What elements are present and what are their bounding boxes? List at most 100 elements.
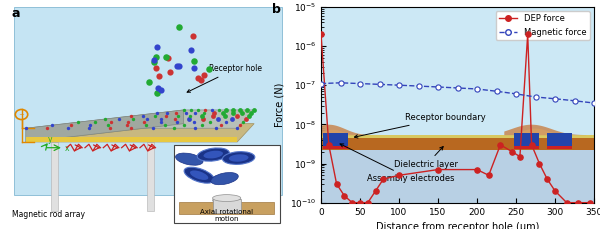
Point <box>189 120 199 124</box>
Point <box>173 114 183 118</box>
Point <box>179 108 188 112</box>
Text: Assembly electrodes: Assembly electrodes <box>340 144 454 183</box>
Point <box>211 126 221 130</box>
Point <box>496 143 505 147</box>
Point <box>42 126 52 130</box>
Point <box>244 114 253 118</box>
Point <box>232 126 242 130</box>
Point <box>179 123 188 127</box>
Point <box>324 143 334 147</box>
Ellipse shape <box>229 154 248 162</box>
Point <box>181 111 190 115</box>
Point <box>363 201 373 204</box>
Point <box>228 111 238 115</box>
Ellipse shape <box>212 196 241 204</box>
Point <box>242 108 252 112</box>
Ellipse shape <box>197 148 229 161</box>
Point <box>156 88 166 91</box>
Point <box>550 189 560 193</box>
Y-axis label: Force (N): Force (N) <box>274 83 284 127</box>
Point <box>123 120 133 124</box>
Point <box>511 92 521 96</box>
Point <box>214 108 224 112</box>
Point <box>66 123 76 127</box>
Point <box>227 117 236 121</box>
Point <box>394 173 404 177</box>
Point <box>562 201 572 204</box>
Point <box>152 111 162 115</box>
Point <box>106 120 116 124</box>
Point <box>90 120 100 124</box>
Point <box>153 86 163 90</box>
Point <box>238 120 248 124</box>
Point <box>190 60 199 63</box>
Point <box>237 111 247 115</box>
Point <box>213 117 223 121</box>
Point <box>74 120 83 124</box>
Point <box>394 83 404 87</box>
Text: Receptor hole: Receptor hole <box>187 64 262 92</box>
Point <box>220 114 230 118</box>
Point <box>316 33 326 36</box>
Text: ~: ~ <box>19 112 25 118</box>
Point <box>228 108 238 112</box>
Point <box>151 55 161 59</box>
Point <box>185 114 194 118</box>
Point <box>160 123 170 127</box>
Point <box>47 123 57 127</box>
Point <box>218 111 228 115</box>
Point <box>165 70 175 74</box>
Point <box>150 114 160 118</box>
Point <box>235 123 245 127</box>
Point <box>151 67 161 70</box>
Point <box>190 126 200 130</box>
Point <box>250 108 259 112</box>
Point <box>208 114 218 118</box>
Point <box>106 126 115 130</box>
Point <box>196 78 205 82</box>
Bar <box>321 136 594 150</box>
Point <box>209 111 218 115</box>
Polygon shape <box>26 110 254 128</box>
Point <box>187 49 196 52</box>
Point <box>217 123 226 127</box>
Point <box>414 84 424 88</box>
Point <box>586 201 595 204</box>
Point <box>170 117 180 121</box>
Point <box>527 143 536 147</box>
Point <box>200 108 209 112</box>
Point <box>355 201 365 204</box>
Bar <box>547 133 572 146</box>
Point <box>207 108 217 112</box>
Polygon shape <box>26 124 254 142</box>
Point <box>550 97 560 101</box>
Point <box>152 45 162 49</box>
Point <box>189 66 199 70</box>
Point <box>172 111 181 115</box>
Point <box>232 114 242 118</box>
Bar <box>547 146 572 149</box>
Point <box>163 56 173 60</box>
Point <box>193 108 203 112</box>
Point <box>138 114 148 118</box>
Text: Receptor boundary: Receptor boundary <box>355 113 486 138</box>
Point <box>374 82 385 86</box>
Point <box>379 177 388 181</box>
Point <box>156 120 166 124</box>
Text: Axial rotational
motion: Axial rotational motion <box>200 209 253 222</box>
Point <box>169 126 179 130</box>
Point <box>453 86 463 90</box>
Point <box>332 182 341 186</box>
Bar <box>321 135 594 138</box>
Point <box>154 74 164 77</box>
Point <box>186 108 196 112</box>
Point <box>85 123 94 127</box>
Point <box>104 123 113 127</box>
Point <box>574 201 583 204</box>
Legend: DEP force, Magnetic force: DEP force, Magnetic force <box>496 11 590 40</box>
Point <box>148 126 157 130</box>
Point <box>472 87 482 91</box>
Point <box>85 126 94 130</box>
Point <box>174 25 184 29</box>
Point <box>523 33 533 36</box>
